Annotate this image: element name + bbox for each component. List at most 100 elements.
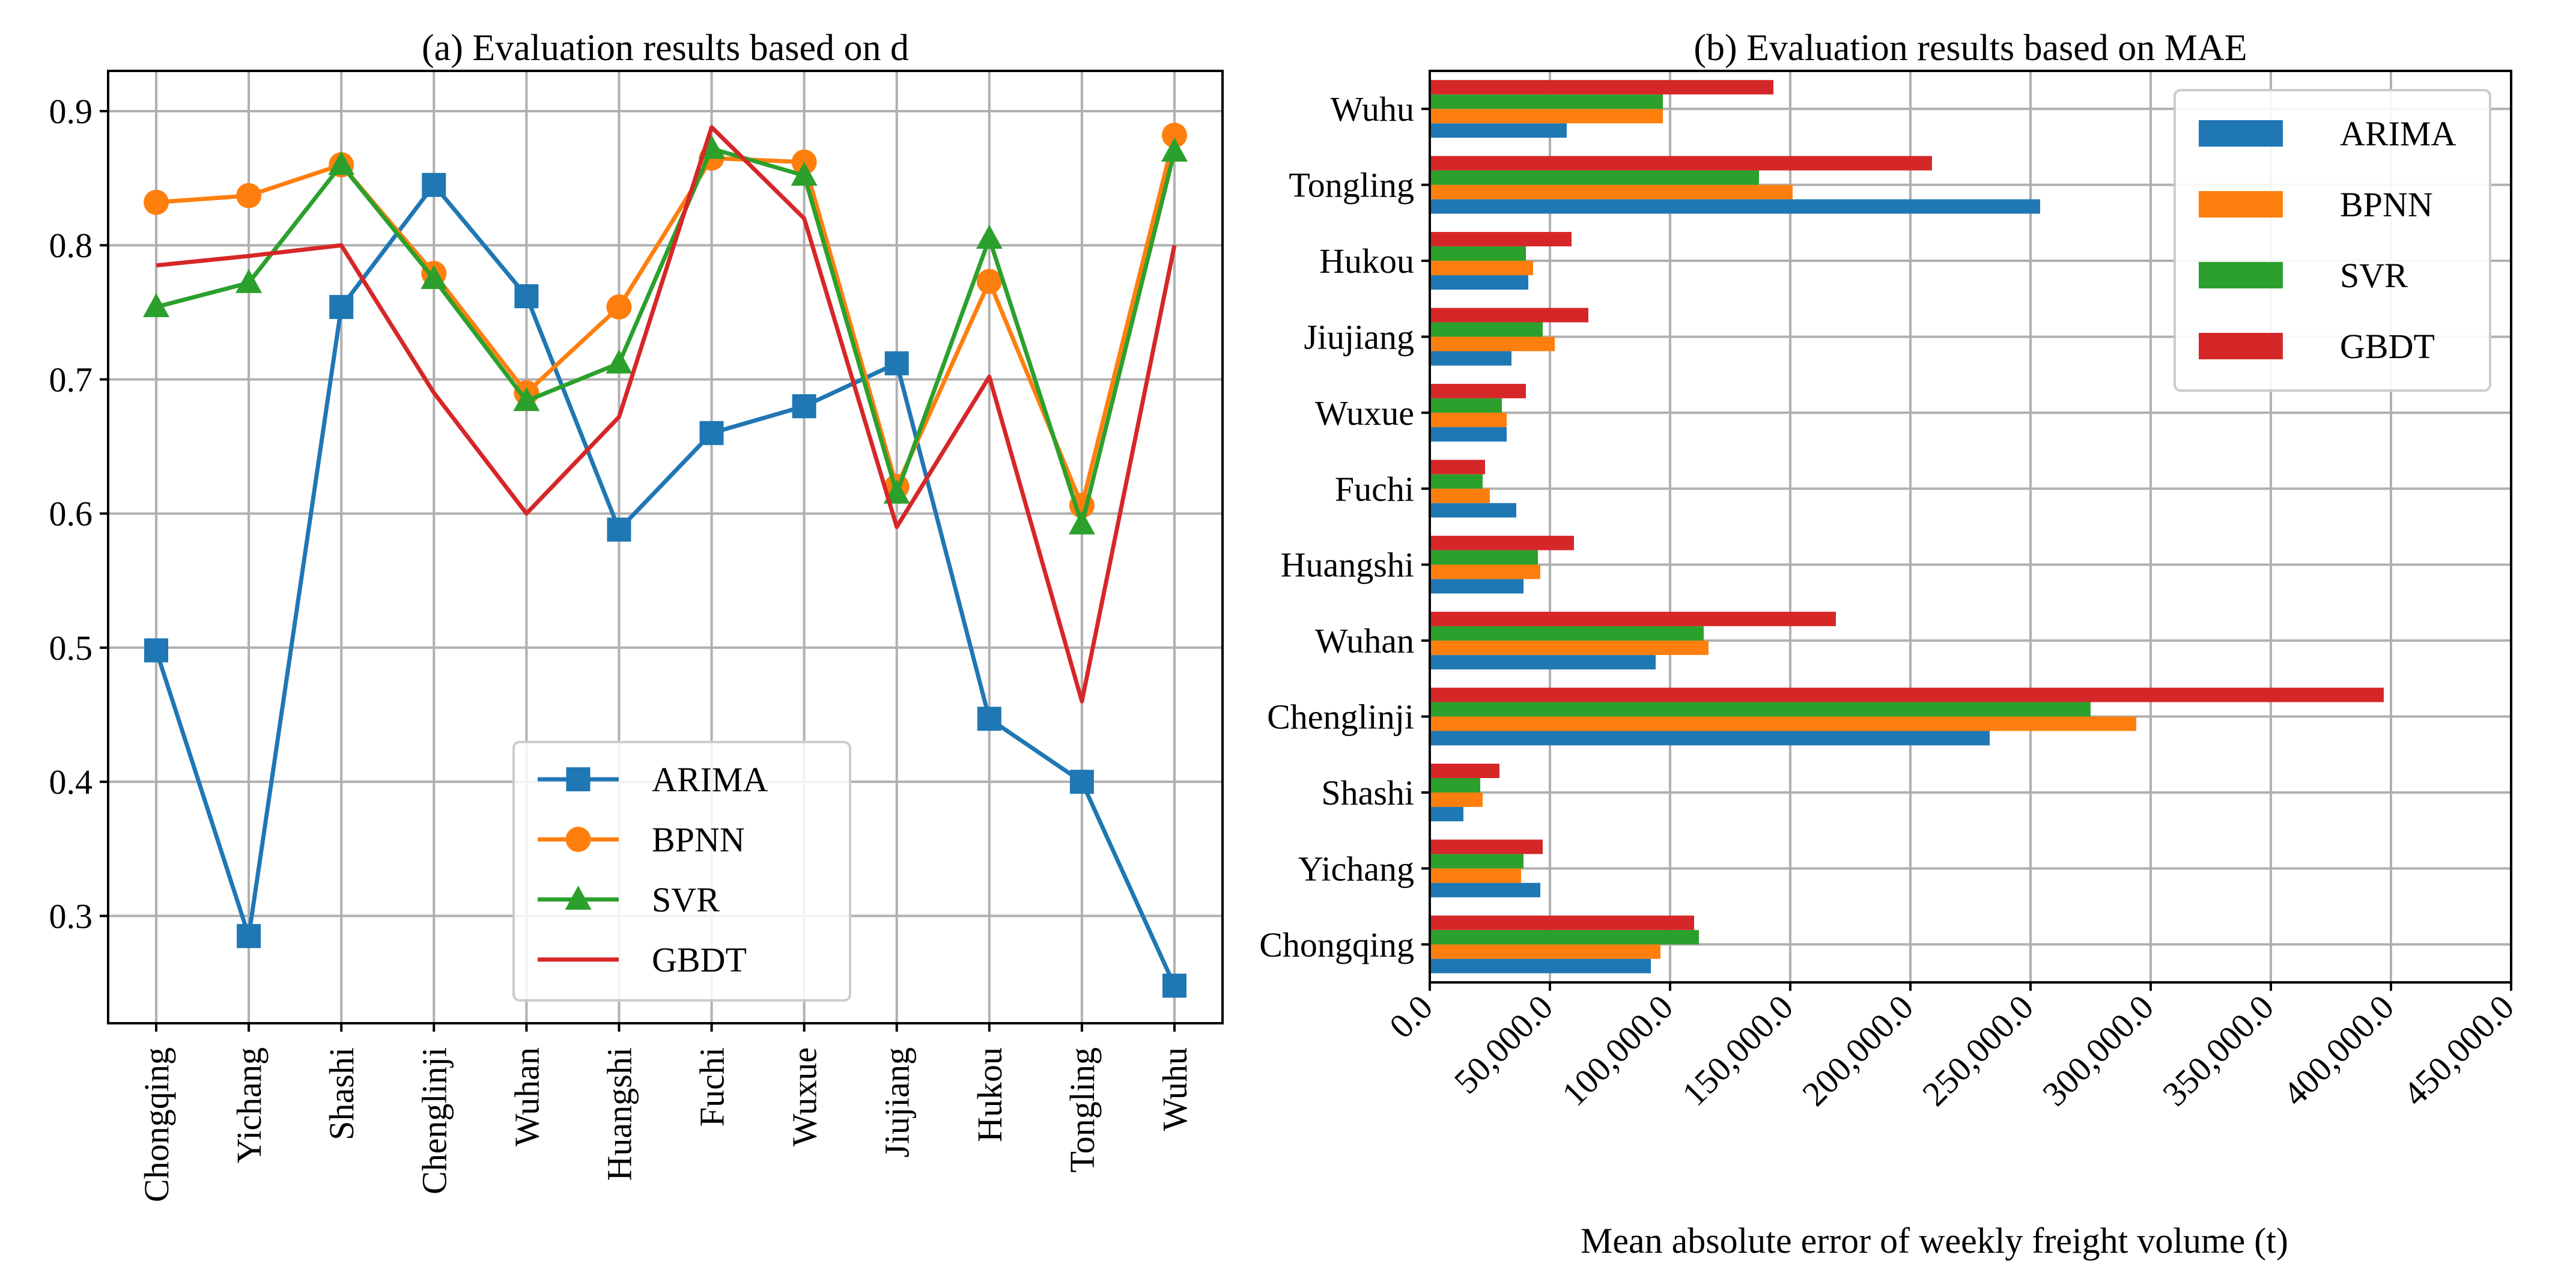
y-tick-label: Huangshi xyxy=(1281,546,1414,585)
bar-arima-huangshi xyxy=(1430,579,1523,594)
chart-title: (b) Evaluation results based on MAE xyxy=(1694,28,2247,68)
bar-gbdt-chongqing xyxy=(1430,915,1694,930)
series-line-svr xyxy=(156,146,1177,527)
bar-arima-hukou xyxy=(1430,275,1528,290)
point-bpnn-huangshi xyxy=(606,294,632,320)
chart-title: (a) Evaluation results based on d xyxy=(422,28,909,68)
bar-arima-wuhan xyxy=(1430,655,1656,670)
x-tick-label: 100,000.0 xyxy=(1554,987,1680,1113)
bar-gbdt-fuchi xyxy=(1430,460,1485,475)
plot-frame xyxy=(1429,70,2512,984)
x-tick-label: 200,000.0 xyxy=(1794,987,1921,1113)
x-tick-label: Huangshi xyxy=(600,1047,639,1181)
bar-gbdt-tongling xyxy=(1430,156,1932,171)
plot-frame xyxy=(107,70,1224,1024)
y-tick-label: Yichang xyxy=(1298,849,1414,888)
legend-marker-arima xyxy=(566,767,591,791)
bar-svr-shashi xyxy=(1430,777,1480,793)
bar-gbdt-yichang xyxy=(1430,839,1543,854)
bar-bpnn-yichang xyxy=(1430,868,1521,883)
point-arima-shashi xyxy=(329,294,354,319)
legend-box xyxy=(512,741,851,1002)
bar-svr-wuhan xyxy=(1430,626,1704,641)
bar-svr-chenglinji xyxy=(1430,702,2091,717)
bar-arima-tongling xyxy=(1430,199,2040,214)
bar-svr-yichang xyxy=(1430,854,1523,869)
point-svr-wuhan xyxy=(513,387,540,412)
y-tick-label: Fuchi xyxy=(1335,469,1414,508)
legend-box xyxy=(2174,89,2491,392)
point-arima-wuhan xyxy=(514,284,539,309)
point-arima-chongqing xyxy=(144,638,168,663)
point-bpnn-yichang xyxy=(236,183,262,208)
x-tick-label: 50,000.0 xyxy=(1447,987,1561,1101)
bar-bpnn-wuhan xyxy=(1430,641,1709,656)
series-line-bpnn xyxy=(156,135,1177,508)
x-tick-label: 300,000.0 xyxy=(2035,987,2161,1113)
y-tick-label: 0.6 xyxy=(49,494,93,534)
x-tick-label: Chenglinji xyxy=(415,1047,454,1194)
bar-arima-chenglinji xyxy=(1430,731,1990,746)
point-svr-shashi xyxy=(328,151,355,175)
x-tick-label: 350,000.0 xyxy=(2155,987,2281,1113)
y-tick-label: Wuxue xyxy=(1315,394,1414,433)
bar-arima-fuchi xyxy=(1430,503,1516,518)
point-bpnn-wuhu xyxy=(1162,123,1187,148)
y-tick-label: 0.7 xyxy=(49,360,93,399)
x-tick-label: 450,000.0 xyxy=(2395,987,2521,1113)
point-bpnn-hukou xyxy=(976,269,1002,294)
y-tick-label: Tongling xyxy=(1289,166,1414,205)
bar-bpnn-fuchi xyxy=(1430,488,1490,504)
point-svr-tongling xyxy=(1068,510,1095,535)
bar-gbdt-hukou xyxy=(1430,232,1572,247)
series-line-arima xyxy=(154,183,1177,987)
bar-arima-shashi xyxy=(1430,806,1463,821)
x-tick-label: 150,000.0 xyxy=(1674,987,1800,1113)
x-tick-label: Yichang xyxy=(229,1047,269,1163)
x-tick-label: 400,000.0 xyxy=(2275,987,2401,1113)
x-tick-label: Fuchi xyxy=(693,1047,732,1127)
legend-label-arima: ARIMA xyxy=(652,760,768,799)
bar-bpnn-chongqing xyxy=(1430,944,1660,959)
point-svr-chenglinji xyxy=(421,265,448,290)
bar-bpnn-huangshi xyxy=(1430,564,1540,579)
point-arima-huangshi xyxy=(607,517,631,542)
x-tick-label: Wuhan xyxy=(507,1047,546,1146)
y-tick-label: 0.4 xyxy=(49,762,93,802)
point-arima-fuchi xyxy=(699,421,724,445)
legend-label-gbdt: GBDT xyxy=(2340,327,2435,366)
bar-gbdt-huangshi xyxy=(1430,535,1574,550)
bar-gbdt-wuhan xyxy=(1430,612,1836,627)
bar-svr-chongqing xyxy=(1430,930,1699,945)
legend-label-gbdt: GBDT xyxy=(652,940,747,979)
x-tick-label: Jiujiang xyxy=(878,1047,917,1158)
bar-svr-hukou xyxy=(1430,246,1526,261)
legend-swatch-gbdt xyxy=(2199,333,2283,359)
x-tick-label: Chongqing xyxy=(137,1047,176,1202)
x-tick-label: Shashi xyxy=(322,1047,361,1140)
legend-label-arima: ARIMA xyxy=(2340,114,2456,153)
bar-svr-wuhu xyxy=(1430,94,1663,109)
y-tick-label: Wuhan xyxy=(1315,621,1414,660)
y-tick-label: Shashi xyxy=(1321,773,1414,812)
point-arima-jiujiang xyxy=(884,351,909,376)
y-tick-label: 0.9 xyxy=(49,92,93,131)
bar-bpnn-shashi xyxy=(1430,792,1483,807)
x-tick-label: Wuhu xyxy=(1155,1047,1194,1131)
point-arima-wuhu xyxy=(1162,973,1186,998)
point-arima-tongling xyxy=(1069,770,1094,794)
y-tick-label: Jiujiang xyxy=(1304,317,1414,356)
bar-gbdt-shashi xyxy=(1430,763,1499,778)
legend-label-bpnn: BPNN xyxy=(2340,185,2433,224)
bar-gbdt-wuxue xyxy=(1430,383,1526,398)
point-arima-hukou xyxy=(977,707,1001,731)
y-tick-label: Chenglinji xyxy=(1267,698,1414,737)
bar-svr-jiujiang xyxy=(1430,322,1543,337)
legend-label-bpnn: BPNN xyxy=(652,820,745,859)
x-tick-label: Hukou xyxy=(970,1047,1009,1142)
bar-arima-wuxue xyxy=(1430,427,1507,442)
bar-gbdt-jiujiang xyxy=(1430,308,1588,323)
legend-swatch-svr xyxy=(2199,262,2283,288)
y-tick-label: Wuhu xyxy=(1331,90,1414,129)
